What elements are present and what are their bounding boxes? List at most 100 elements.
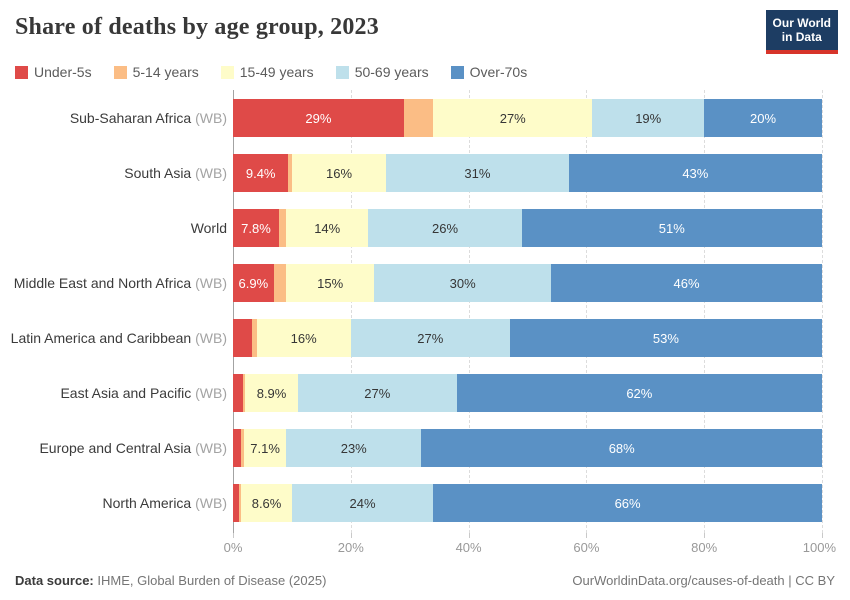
bar-value-label: 27%	[364, 385, 391, 401]
bar-value-label: 19%	[635, 110, 662, 126]
row-label: Europe and Central Asia (WB)	[39, 429, 227, 467]
bar-segment-5-14-years	[278, 209, 286, 247]
bar-segment-under-5s	[233, 374, 243, 412]
attribution-note: OurWorldinData.org/causes-of-death | CC …	[572, 573, 835, 588]
legend-swatch-icon	[113, 65, 127, 79]
bar-segment-50-69-years: 26%	[368, 209, 522, 247]
bar-segment-under-5s	[233, 429, 241, 467]
bar-row-4: Latin America and Caribbean (WB) 16% 27% 53…	[11, 319, 822, 357]
data-source-value: IHME, Global Burden of Disease (2025)	[97, 573, 327, 588]
legend-swatch-icon	[220, 65, 234, 79]
footer: Data source: IHME, Global Burden of Dise…	[15, 573, 835, 588]
bar-segment-50-69-years: 30%	[374, 264, 552, 302]
x-tick-label-0: 0%	[223, 540, 243, 555]
bar-segment-15-49-years: 16%	[256, 319, 351, 357]
bar-value-label: 66%	[614, 495, 641, 511]
row-label: North America (WB)	[103, 484, 227, 522]
owid-logo-line1: Our World	[772, 16, 831, 30]
bar-value-label: 68%	[608, 440, 635, 456]
owid-logo: Our World in Data	[765, 10, 838, 54]
bar-row-5: East Asia and Pacific (WB) 8.9% 27% 62%	[60, 374, 822, 412]
owid-logo-line2: in Data	[781, 30, 822, 45]
bar-segment-over-70s: 62%	[456, 374, 822, 412]
bar-segment-15-49-years: 27%	[433, 99, 593, 137]
bar-value-label: 6.9%	[238, 275, 269, 291]
bar-value-label: 29%	[305, 110, 332, 126]
bar-segment-15-49-years: 15%	[286, 264, 375, 302]
legend-item-label: 50-69 years	[354, 64, 429, 80]
gridline-100	[822, 90, 823, 533]
attribution-separator: |	[788, 573, 792, 588]
bar-row-2: World 7.8% 14% 26% 51%	[191, 209, 822, 247]
gridline-80	[704, 90, 706, 533]
row-label-region: World	[190, 220, 227, 236]
row-label-region: Sub-Saharan Africa	[69, 110, 192, 126]
legend-swatch-icon	[335, 65, 349, 79]
row-label-suffix: (WB)	[195, 165, 227, 181]
row-label-region: Europe and Central Asia	[39, 440, 192, 456]
bar-value-label: 27%	[417, 330, 444, 346]
bar-segment-15-49-years: 14%	[286, 209, 369, 247]
bar-segment-under-5s: 6.9%	[233, 264, 274, 302]
bar-value-label: 24%	[349, 495, 376, 511]
bar-value-label: 43%	[682, 165, 709, 181]
bar-value-label: 46%	[673, 275, 700, 291]
bar-row-0: Sub-Saharan Africa (WB) 29% 27% 19% 20%	[70, 99, 822, 137]
row-label: South Asia (WB)	[124, 154, 227, 192]
bar-segment-under-5s	[233, 319, 252, 357]
bar-segment-15-49-years: 16%	[291, 154, 387, 192]
bar-value-label: 8.9%	[256, 385, 287, 401]
bar-track: 9.4% 16% 31% 43%	[233, 154, 822, 192]
bar-value-label: 26%	[432, 220, 459, 236]
bar-segment-15-49-years: 8.6%	[241, 484, 292, 522]
gridline-40	[468, 90, 470, 533]
bar-value-label: 31%	[464, 165, 491, 181]
x-axis-tick-0	[233, 533, 234, 538]
x-axis-tick-20	[350, 533, 352, 538]
bar-value-label: 9.4%	[245, 165, 276, 181]
row-label-suffix: (WB)	[195, 330, 227, 346]
row-label-suffix: (WB)	[195, 275, 227, 291]
bar-segment-5-14-years	[251, 319, 257, 357]
bar-track: 29% 27% 19% 20%	[233, 99, 822, 137]
legend-swatch-icon	[450, 65, 464, 79]
bar-value-label: 16%	[290, 330, 317, 346]
bar-segment-over-70s: 51%	[521, 209, 822, 247]
row-label-region: Latin America and Caribbean	[10, 330, 192, 346]
bar-segment-5-14-years	[243, 374, 246, 412]
bar-track: 8.6% 24% 66%	[233, 484, 822, 522]
bar-segment-5-14-years	[288, 154, 292, 192]
bar-segment-under-5s: 7.8%	[233, 209, 279, 247]
x-tick-label-80: 80%	[691, 540, 718, 555]
row-label-region: East Asia and Pacific	[60, 385, 192, 401]
legend-item-0: Under-5s	[15, 64, 92, 80]
legend-item-label: Under-5s	[34, 64, 92, 80]
bar-track: 6.9% 15% 30% 46%	[233, 264, 822, 302]
legend-item-2: 15-49 years	[220, 64, 314, 80]
bar-segment-over-70s: 43%	[568, 154, 822, 192]
x-tick-label-20: 20%	[337, 540, 364, 555]
bar-value-label: 14%	[314, 220, 341, 236]
bar-value-label: 7.8%	[241, 220, 271, 236]
bar-segment-under-5s	[233, 484, 239, 522]
bar-segment-under-5s: 29%	[233, 99, 404, 137]
row-label-suffix: (WB)	[195, 385, 227, 401]
bar-segment-50-69-years: 24%	[291, 484, 434, 522]
bar-segment-over-70s: 20%	[704, 99, 822, 137]
bar-segment-50-69-years: 27%	[297, 374, 457, 412]
bar-track: 16% 27% 53%	[233, 319, 822, 357]
bar-value-label: 8.6%	[251, 495, 282, 511]
legend-item-label: 5-14 years	[132, 64, 199, 80]
bar-track: 7.1% 23% 68%	[233, 429, 822, 467]
bar-segment-5-14-years	[273, 264, 286, 302]
legend-item-1: 5-14 years	[113, 64, 199, 80]
bar-segment-50-69-years: 27%	[350, 319, 510, 357]
legend-item-label: 15-49 years	[239, 64, 314, 80]
x-axis-tick-60	[586, 533, 588, 538]
row-label-suffix: (WB)	[195, 495, 227, 511]
owid-link[interactable]: OurWorldinData.org/causes-of-death	[572, 573, 785, 588]
row-label: Middle East and North Africa (WB)	[14, 264, 227, 302]
bar-segment-under-5s: 9.4%	[233, 154, 289, 192]
bar-value-label: 23%	[340, 440, 367, 456]
